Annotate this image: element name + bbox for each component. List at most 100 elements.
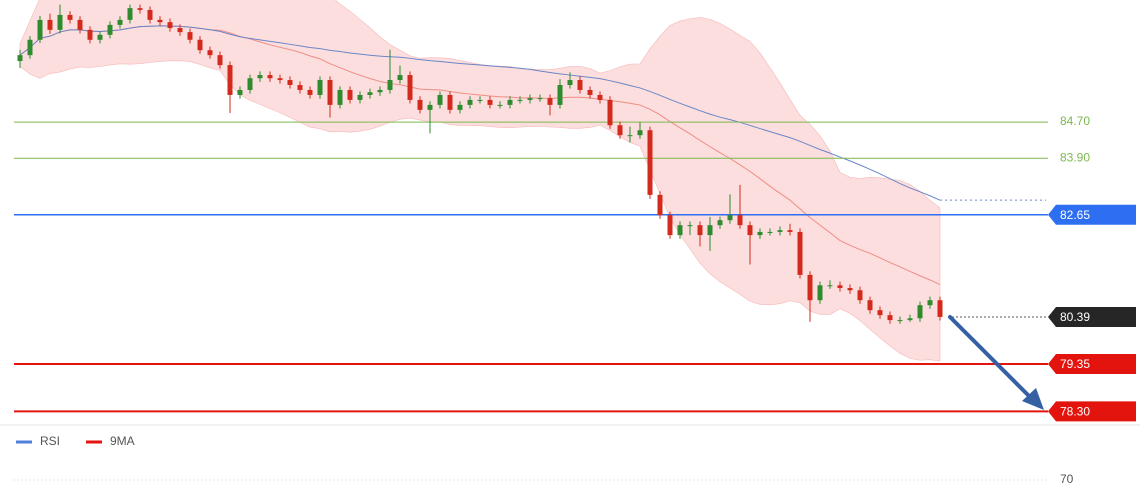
candle-body (47, 19, 53, 30)
candle-body (487, 99, 493, 105)
candle-body (827, 285, 833, 287)
candle-body (437, 94, 443, 105)
candle-body (297, 85, 303, 90)
candle-body (747, 225, 753, 236)
candle-layer (17, 4, 943, 324)
candle-body (837, 285, 843, 289)
candle-body (477, 99, 483, 101)
candle-body (77, 19, 83, 30)
level-label: 78.30 (1060, 405, 1090, 419)
candle-body (367, 92, 373, 95)
candle-body (307, 89, 313, 95)
candle-body (617, 125, 623, 136)
candle-body (717, 220, 723, 226)
overlay-layer (0, 315, 1140, 426)
candle-body (547, 98, 553, 105)
candle-body (687, 225, 693, 227)
candle-body (697, 225, 703, 236)
candle-body (257, 75, 263, 79)
candle-body (387, 80, 393, 90)
candle-body (907, 318, 913, 321)
forecast-arrow (948, 315, 1034, 401)
candle-body (677, 225, 683, 236)
candle-body (117, 19, 123, 25)
candle-body (97, 34, 103, 40)
level-label-box (1048, 401, 1136, 422)
level-label-box (1048, 306, 1136, 327)
candle-body (557, 85, 563, 105)
indicator-panel: RSI 9MA 70 (14, 434, 1074, 486)
candle-body (107, 24, 113, 35)
candle-body (467, 99, 473, 105)
candle-body (577, 80, 583, 90)
candle-body (177, 28, 183, 33)
candle-body (587, 89, 593, 95)
level-label-box (1048, 204, 1136, 225)
candle-body (457, 104, 463, 110)
legend-label: 9MA (110, 434, 135, 448)
level-label-box (1048, 353, 1136, 374)
candle-body (247, 78, 253, 90)
candle-body (527, 98, 533, 100)
candle-body (737, 215, 743, 226)
candle-body (597, 94, 603, 100)
candle-body (37, 19, 43, 40)
candle-body (187, 32, 193, 40)
candle-body (337, 89, 343, 105)
candle-body (447, 94, 453, 110)
candle-body (427, 104, 433, 110)
candle-body (877, 310, 883, 316)
candle-body (797, 231, 803, 275)
candle-body (807, 274, 813, 301)
slow-ma-line (19, 25, 941, 201)
candle-body (857, 290, 863, 301)
candle-body (887, 315, 893, 321)
candle-body (657, 194, 663, 216)
candle-body (417, 99, 423, 110)
candle-body (237, 89, 243, 95)
candle-body (537, 98, 543, 100)
candle-body (897, 320, 903, 322)
candle-body (147, 9, 153, 20)
candle-body (567, 80, 573, 85)
candle-body (867, 300, 873, 311)
candle-body (607, 99, 613, 126)
candle-body (67, 14, 73, 20)
candle-body (937, 300, 943, 317)
candle-body (507, 99, 513, 105)
candle-body (647, 130, 653, 195)
candle-body (267, 75, 273, 79)
y-tick-label: 70 (1060, 472, 1074, 486)
candle-body (137, 8, 143, 10)
candle-body (927, 300, 933, 306)
candle-body (627, 135, 633, 137)
candle-body (167, 22, 173, 29)
legend-label: RSI (40, 434, 60, 448)
indicator-layer (19, 0, 1046, 362)
candle-body (707, 225, 713, 236)
candle-body (757, 231, 763, 236)
bollinger-band (19, 0, 941, 362)
candle-body (327, 80, 333, 105)
candle-body (317, 80, 323, 95)
candle-body (637, 130, 643, 136)
candle-body (377, 89, 383, 93)
candle-body (497, 104, 503, 106)
candle-body (917, 305, 923, 319)
candle-body (227, 65, 233, 95)
candle-body (197, 39, 203, 51)
level-label: 84.70 (1060, 114, 1090, 128)
candle-body (397, 75, 403, 81)
candle-body (57, 14, 63, 30)
candle-body (217, 55, 223, 66)
candle-body (787, 230, 793, 232)
forecast-arrowhead (1022, 388, 1044, 410)
level-label: 80.39 (1060, 310, 1090, 324)
candle-body (207, 50, 213, 56)
level-label: 83.90 (1060, 150, 1090, 164)
level-label: 79.35 (1060, 357, 1090, 371)
candle-body (767, 231, 773, 233)
candle-body (847, 288, 853, 291)
